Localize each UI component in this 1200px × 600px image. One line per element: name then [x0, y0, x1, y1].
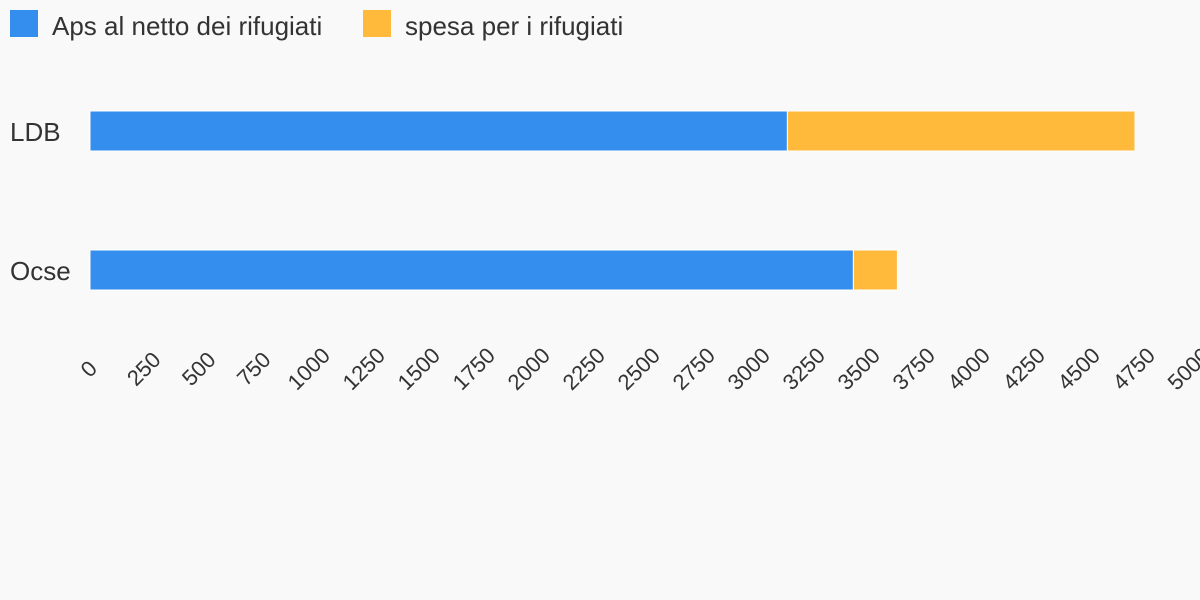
x-axis-ticks: 0 250 500 750 1000 1250 1500 1750 2000 2250 2500 27… — [76, 343, 1200, 395]
legend-label-2: spesa per i rifugiati — [405, 11, 623, 41]
x-tick-label: 4500 — [1053, 343, 1105, 395]
x-tick-label: 2250 — [558, 343, 610, 395]
bar-ocse-series-1 — [89, 249, 854, 291]
category-label-ocse: Ocse — [10, 256, 71, 286]
x-tick-label: 3250 — [778, 343, 830, 395]
x-tick-label: 4250 — [998, 343, 1050, 395]
legend-label-1: Aps al netto dei rifugiati — [52, 11, 322, 41]
x-tick-label: 5000 — [1163, 343, 1200, 395]
bar-ldb-series-2 — [786, 110, 1136, 152]
x-tick-label: 1750 — [448, 343, 500, 395]
x-tick-label: 1000 — [283, 343, 335, 395]
category-label-ldb: LDB — [10, 117, 61, 147]
x-tick-label: 2500 — [613, 343, 665, 395]
x-tick-label: 4750 — [1108, 343, 1160, 395]
x-tick-label: 3000 — [723, 343, 775, 395]
x-tick-label: 2750 — [668, 343, 720, 395]
bars — [89, 110, 1136, 291]
x-tick-label: 3750 — [888, 343, 940, 395]
x-tick-label: 4000 — [943, 343, 995, 395]
x-tick-label: 0 — [76, 356, 102, 382]
x-tick-label: 250 — [122, 347, 166, 391]
x-tick-label: 750 — [232, 347, 276, 391]
x-tick-label: 500 — [177, 347, 221, 391]
x-tick-label: 3500 — [833, 343, 885, 395]
category-labels: LDB Ocse — [10, 117, 71, 286]
x-tick-label: 1500 — [393, 343, 445, 395]
legend-swatch-1 — [10, 10, 38, 37]
legend-swatch-2 — [363, 10, 391, 37]
x-tick-label: 1250 — [338, 343, 390, 395]
legend: Aps al netto dei rifugiati spesa per i ri… — [10, 10, 623, 41]
x-tick-label: 2000 — [503, 343, 555, 395]
bar-ldb-series-1 — [89, 110, 788, 152]
bar-ocse-series-2 — [852, 249, 898, 291]
